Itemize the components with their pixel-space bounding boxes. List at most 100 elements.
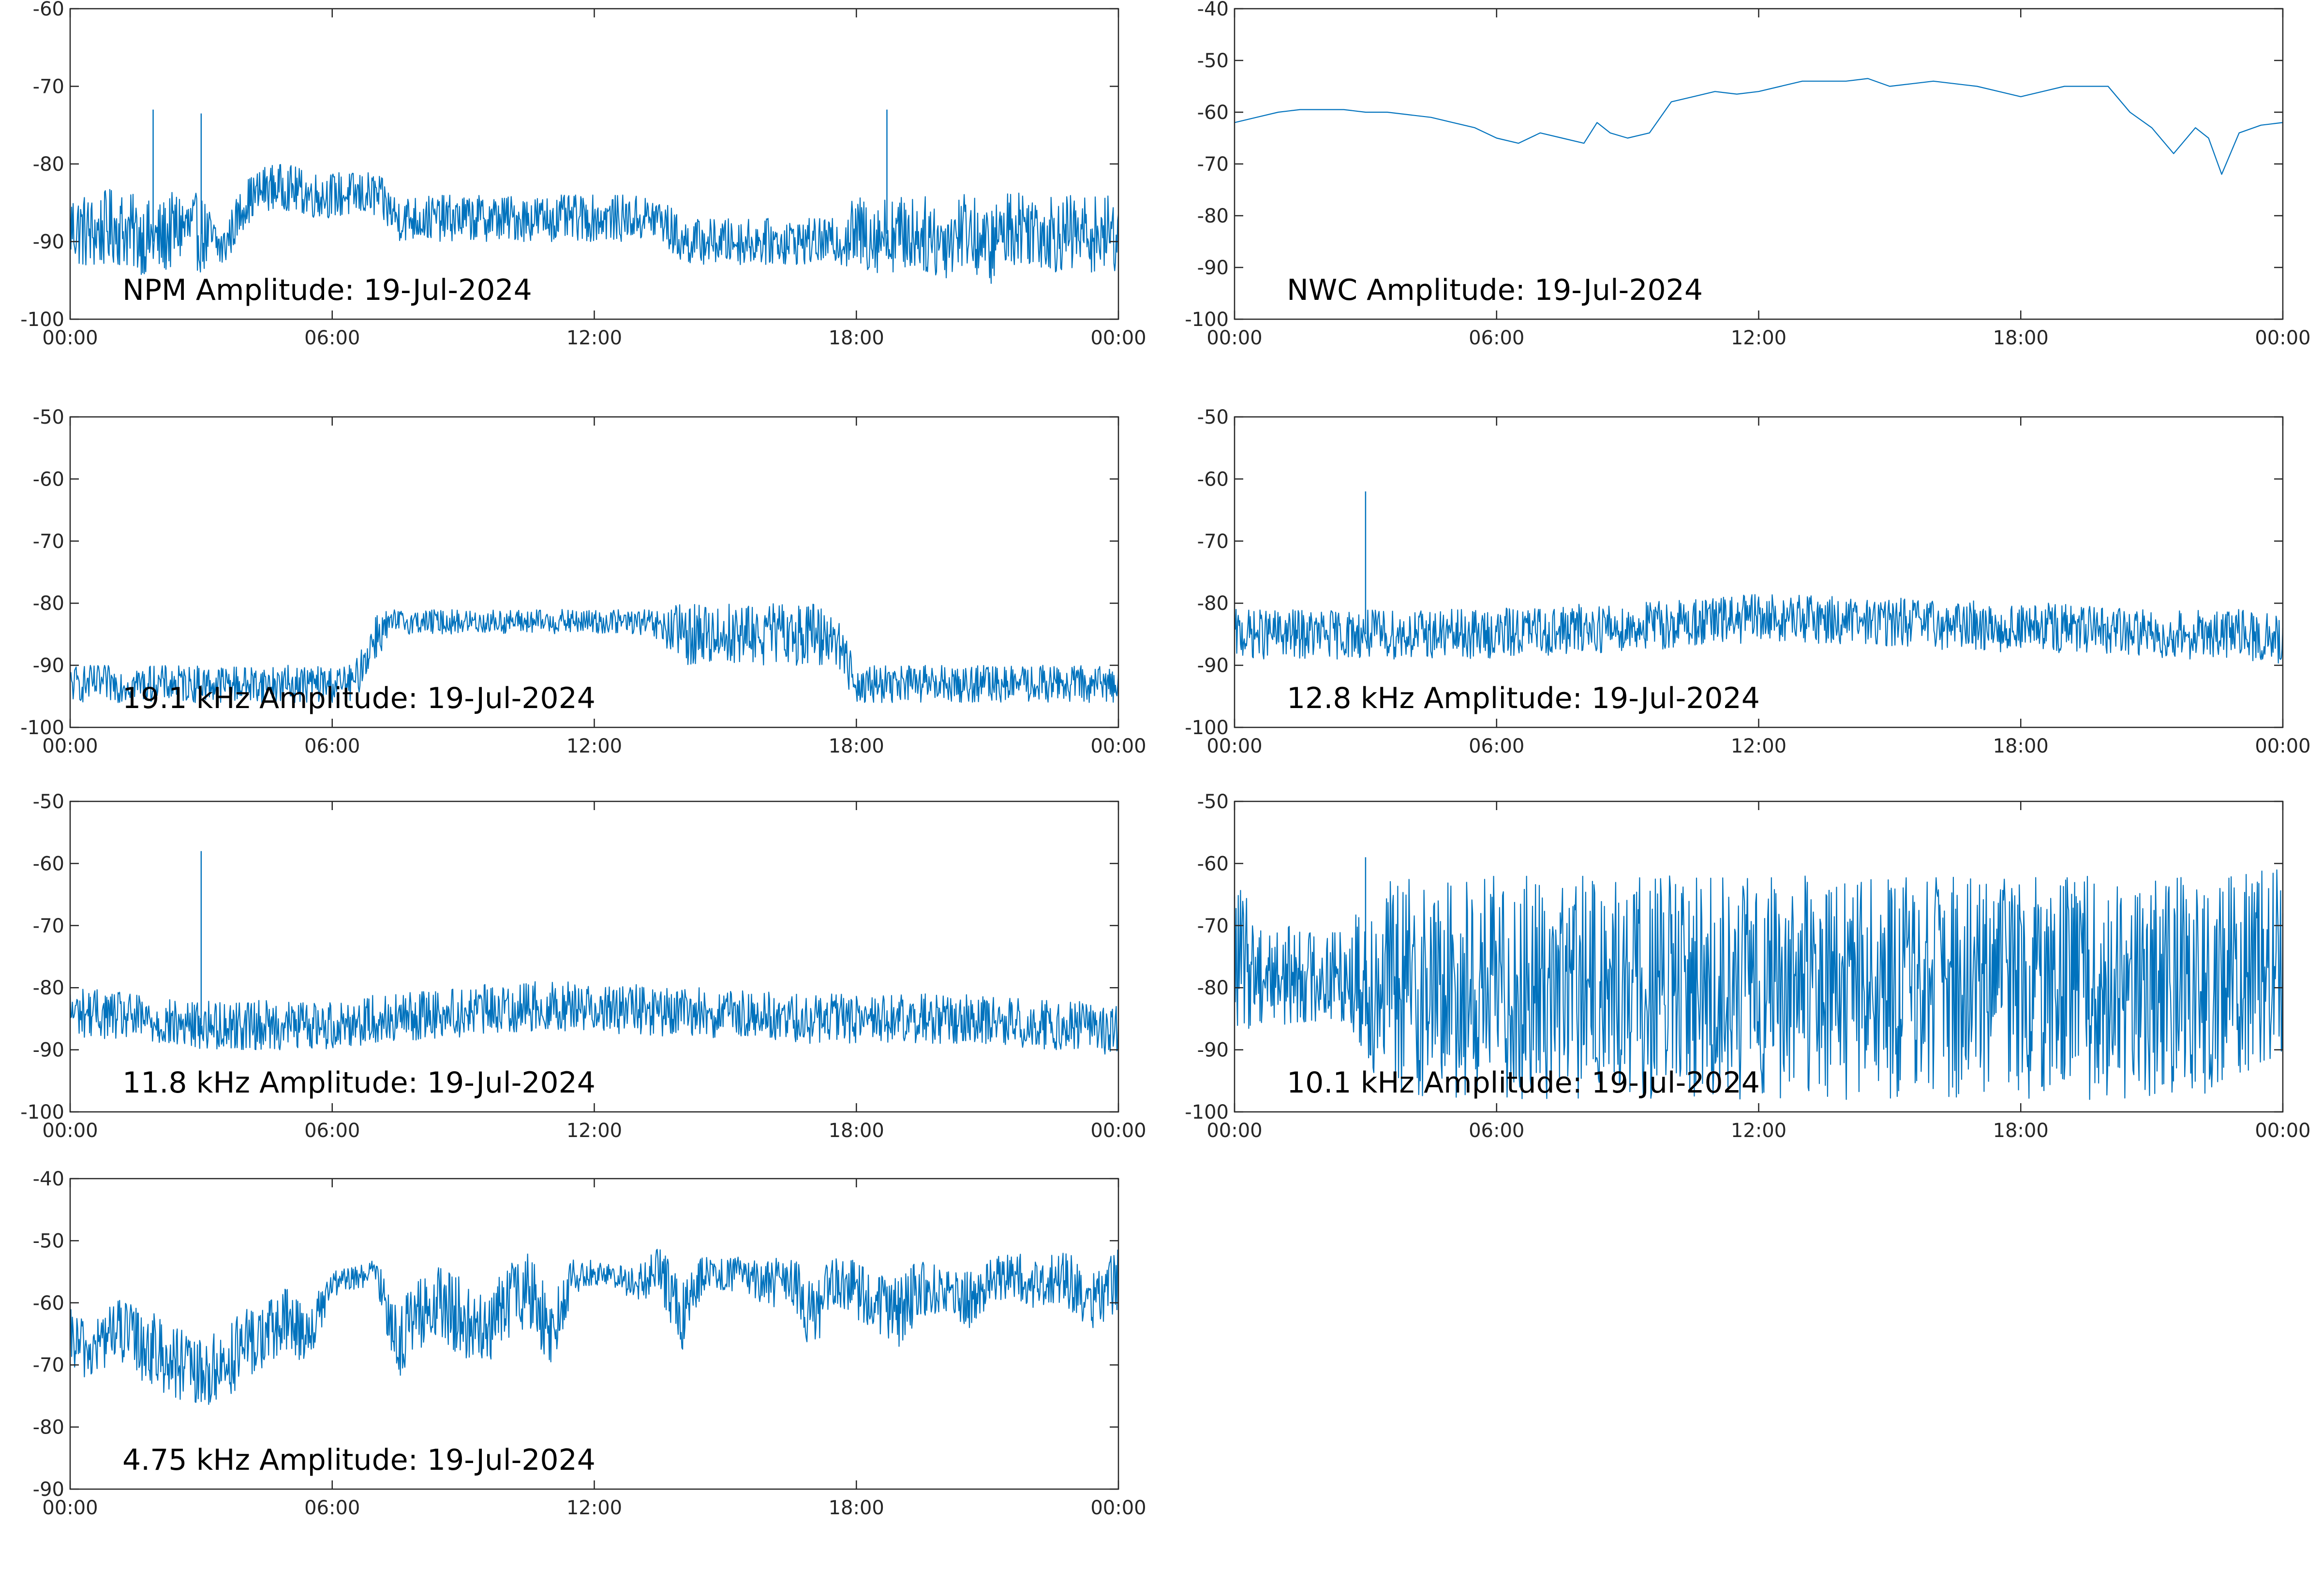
- y-tick-label: -70: [33, 1354, 64, 1376]
- y-tick-label: -60: [1197, 853, 1229, 875]
- x-tick-label: 12:00: [566, 735, 622, 757]
- y-tick-label: -90: [33, 231, 64, 253]
- y-tick-label: -70: [33, 76, 64, 98]
- amplitude-trace: [70, 603, 1119, 703]
- x-tick-label: 12:00: [1731, 327, 1786, 349]
- y-tick-label: -60: [1197, 102, 1229, 124]
- y-tick-label: -80: [1197, 977, 1229, 999]
- y-tick-label: -100: [1185, 1101, 1229, 1123]
- x-tick-label: 06:00: [304, 1120, 360, 1142]
- x-tick-label: 18:00: [829, 1120, 884, 1142]
- x-tick-label: 06:00: [1469, 735, 1524, 757]
- x-tick-label: 00:00: [42, 1120, 98, 1142]
- y-tick-label: -70: [33, 531, 64, 553]
- y-tick-label: -60: [33, 853, 64, 875]
- x-tick-label: 00:00: [1090, 735, 1146, 757]
- panel-title: 10.1 kHz Amplitude: 19-Jul-2024: [1287, 1066, 1760, 1100]
- y-tick-label: -100: [20, 717, 64, 739]
- x-tick-label: 18:00: [829, 1497, 884, 1519]
- x-tick-label: 00:00: [1090, 1497, 1146, 1519]
- x-tick-label: 06:00: [1469, 1120, 1524, 1142]
- amplitude-trace: [69, 1249, 1119, 1405]
- x-tick-label: 12:00: [1731, 1120, 1786, 1142]
- y-tick-label: -80: [33, 592, 64, 615]
- y-tick-label: -50: [1197, 791, 1229, 813]
- x-tick-label: 18:00: [1993, 1120, 2049, 1142]
- axis-frame: [69, 8, 1119, 320]
- y-tick-label: -70: [33, 915, 64, 937]
- x-tick-label: 00:00: [2255, 327, 2310, 349]
- y-tick-label: -100: [1185, 309, 1229, 331]
- x-tick-label: 18:00: [1993, 327, 2049, 349]
- panel-title: 12.8 kHz Amplitude: 19-Jul-2024: [1287, 681, 1760, 715]
- y-tick-label: -80: [1197, 592, 1229, 615]
- x-tick-label: 12:00: [566, 1497, 622, 1519]
- y-tick-label: -90: [1197, 1039, 1229, 1062]
- y-tick-label: -90: [1197, 655, 1229, 677]
- amplitude-trace: [69, 164, 1119, 284]
- x-tick-label: 18:00: [1993, 735, 2049, 757]
- x-tick-label: 12:00: [566, 327, 622, 349]
- panel-nwc: 00:00 06:00 12:00 18:00 00:00-100-90-80-70-6…: [1185, 0, 2310, 349]
- y-tick-label: -70: [1197, 915, 1229, 937]
- x-tick-label: 00:00: [1090, 1120, 1146, 1142]
- y-tick-label: -60: [33, 0, 64, 20]
- panel-title: NWC Amplitude: 19-Jul-2024: [1287, 273, 1703, 307]
- amplitude-trace: [1234, 869, 2284, 1100]
- y-tick-label: -50: [33, 1230, 64, 1252]
- y-tick-label: -100: [20, 309, 64, 331]
- y-tick-label: -100: [1185, 717, 1229, 739]
- x-tick-label: 00:00: [42, 1497, 98, 1519]
- y-tick-label: -100: [20, 1101, 64, 1123]
- panel-12-8-khz: 00:00 06:00 12:00 18:00 00:00-100-90-80-70-6…: [1185, 406, 2310, 757]
- x-tick-label: 06:00: [304, 735, 360, 757]
- amplitude-trace: [1234, 78, 2283, 175]
- x-tick-label: 00:00: [1206, 1120, 1262, 1142]
- x-tick-label: 06:00: [1469, 327, 1524, 349]
- panel-4-75-khz: 00:00 06:00 12:00 18:00 00:00-90-80-70-60-50…: [33, 1168, 1146, 1519]
- y-tick-label: -60: [1197, 468, 1229, 490]
- y-tick-label: -50: [33, 406, 64, 429]
- y-tick-label: -50: [1197, 406, 1229, 429]
- x-tick-label: 12:00: [1731, 735, 1786, 757]
- y-tick-label: -90: [33, 1039, 64, 1062]
- x-tick-label: 00:00: [1206, 735, 1262, 757]
- axis-frame: [69, 1178, 1119, 1490]
- y-tick-label: -60: [33, 468, 64, 490]
- x-tick-label: 00:00: [2255, 1120, 2310, 1142]
- axis-frame: [1234, 416, 2284, 728]
- x-tick-label: 00:00: [42, 735, 98, 757]
- y-tick-label: -50: [1197, 50, 1229, 72]
- x-tick-label: 00:00: [2255, 735, 2310, 757]
- x-tick-label: 00:00: [1206, 327, 1262, 349]
- panel-title: 4.75 kHz Amplitude: 19-Jul-2024: [122, 1443, 595, 1477]
- amplitude-trace: [1234, 594, 2284, 664]
- y-tick-label: -80: [33, 153, 64, 176]
- panel-npm: 00:00 06:00 12:00 18:00 00:00-100-90-80-70-6…: [20, 0, 1146, 349]
- y-tick-label: -60: [33, 1292, 64, 1315]
- panel-title: 19.1 kHz Amplitude: 19-Jul-2024: [122, 681, 595, 715]
- y-tick-label: -80: [33, 977, 64, 999]
- y-tick-label: -80: [33, 1417, 64, 1439]
- y-tick-label: -90: [33, 1478, 64, 1501]
- panel-19-1-khz: 00:00 06:00 12:00 18:00 00:00-100-90-80-70-6…: [20, 406, 1146, 757]
- x-tick-label: 12:00: [566, 1120, 622, 1142]
- y-tick-label: -90: [1197, 257, 1229, 279]
- x-tick-label: 06:00: [304, 327, 360, 349]
- axis-frame: [1234, 8, 2284, 320]
- x-tick-label: 18:00: [829, 327, 884, 349]
- x-tick-label: 00:00: [1090, 327, 1146, 349]
- axis-frame: [69, 800, 1119, 1113]
- x-tick-label: 18:00: [829, 735, 884, 757]
- panel-11-8-khz: 00:00 06:00 12:00 18:00 00:00-100-90-80-70-6…: [20, 791, 1146, 1142]
- y-tick-label: -40: [33, 1168, 64, 1190]
- y-tick-label: -40: [1197, 0, 1229, 20]
- y-tick-label: -50: [33, 791, 64, 813]
- panel-title: 11.8 kHz Amplitude: 19-Jul-2024: [122, 1066, 595, 1100]
- panel-title: NPM Amplitude: 19-Jul-2024: [122, 273, 532, 307]
- panel-10-1-khz: 00:00 06:00 12:00 18:00 00:00-100-90-80-70-6…: [1185, 791, 2310, 1142]
- x-tick-label: 06:00: [304, 1497, 360, 1519]
- y-tick-label: -90: [33, 655, 64, 677]
- amplitude-trace: [69, 981, 1119, 1055]
